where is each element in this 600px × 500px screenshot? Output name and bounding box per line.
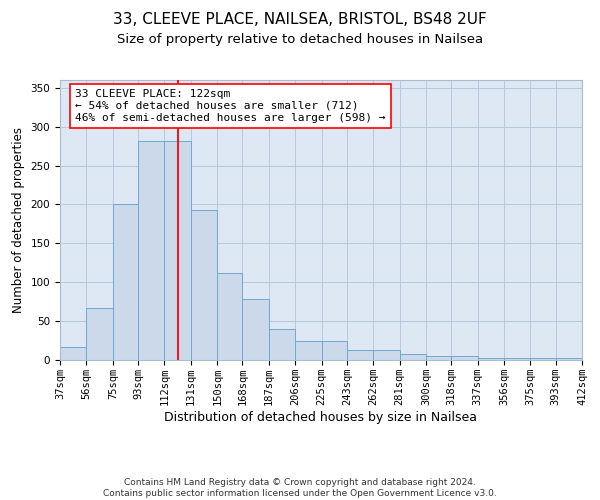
Text: 33 CLEEVE PLACE: 122sqm
← 54% of detached houses are smaller (712)
46% of semi-d: 33 CLEEVE PLACE: 122sqm ← 54% of detache… <box>76 90 386 122</box>
Bar <box>191 210 217 360</box>
Bar <box>113 204 138 360</box>
Text: 33, CLEEVE PLACE, NAILSEA, BRISTOL, BS48 2UF: 33, CLEEVE PLACE, NAILSEA, BRISTOL, BS48… <box>113 12 487 28</box>
Text: Contains HM Land Registry data © Crown copyright and database right 2024.
Contai: Contains HM Land Registry data © Crown c… <box>103 478 497 498</box>
Bar <box>60 347 86 360</box>
Bar <box>373 350 400 360</box>
Bar <box>138 142 164 360</box>
Bar <box>347 350 373 360</box>
Bar <box>530 358 556 360</box>
Y-axis label: Number of detached properties: Number of detached properties <box>12 127 25 313</box>
Bar <box>400 354 426 360</box>
Bar <box>86 308 113 360</box>
Bar <box>242 298 269 360</box>
Bar <box>451 356 478 360</box>
Bar <box>426 356 451 360</box>
Bar <box>295 340 322 360</box>
Bar <box>269 329 295 360</box>
Bar <box>217 273 242 360</box>
Bar <box>164 142 191 360</box>
Bar <box>504 358 530 360</box>
Text: Size of property relative to detached houses in Nailsea: Size of property relative to detached ho… <box>117 32 483 46</box>
Bar <box>322 340 347 360</box>
Bar <box>556 358 582 360</box>
Bar <box>478 358 504 360</box>
X-axis label: Distribution of detached houses by size in Nailsea: Distribution of detached houses by size … <box>164 410 478 424</box>
